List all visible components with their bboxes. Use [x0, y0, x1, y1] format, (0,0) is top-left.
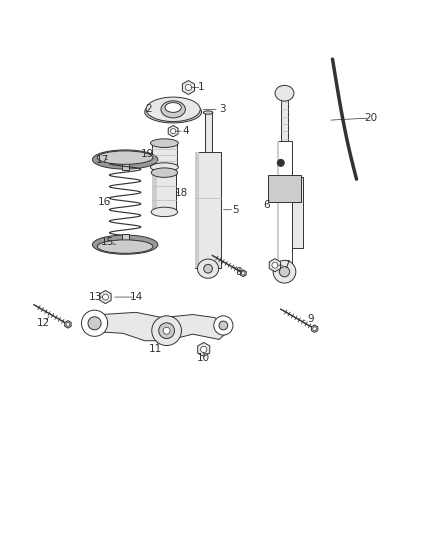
- Text: 20: 20: [364, 113, 378, 123]
- Circle shape: [313, 327, 317, 330]
- Bar: [122, 234, 129, 245]
- Text: 8: 8: [235, 266, 242, 277]
- Circle shape: [171, 128, 176, 134]
- Text: 18: 18: [175, 188, 188, 198]
- Circle shape: [152, 316, 181, 345]
- Bar: [268, 175, 301, 201]
- Text: 19: 19: [140, 149, 154, 159]
- Bar: [152, 173, 177, 212]
- Text: 5: 5: [232, 205, 239, 215]
- Polygon shape: [269, 259, 281, 272]
- Bar: [195, 152, 221, 268]
- Polygon shape: [311, 325, 318, 333]
- Ellipse shape: [151, 163, 178, 172]
- Ellipse shape: [275, 85, 294, 101]
- Polygon shape: [86, 312, 228, 341]
- Circle shape: [272, 262, 278, 268]
- Circle shape: [204, 264, 212, 273]
- Ellipse shape: [161, 101, 185, 118]
- Text: 2: 2: [145, 104, 152, 114]
- Text: 6: 6: [263, 200, 269, 211]
- Ellipse shape: [146, 97, 200, 122]
- Ellipse shape: [203, 111, 213, 114]
- Bar: [205, 112, 212, 152]
- Ellipse shape: [198, 259, 219, 278]
- Text: 4: 4: [182, 126, 189, 136]
- Text: 15: 15: [101, 238, 114, 247]
- Text: 1: 1: [198, 83, 205, 93]
- Circle shape: [185, 84, 191, 91]
- Circle shape: [66, 322, 70, 326]
- Circle shape: [241, 272, 245, 275]
- Bar: [152, 173, 157, 212]
- Ellipse shape: [92, 150, 158, 169]
- Polygon shape: [65, 321, 71, 328]
- Polygon shape: [168, 125, 178, 137]
- Ellipse shape: [97, 240, 153, 253]
- Text: 13: 13: [89, 292, 102, 302]
- Circle shape: [214, 316, 233, 335]
- Polygon shape: [240, 270, 246, 277]
- Bar: [195, 152, 199, 268]
- Ellipse shape: [165, 102, 181, 112]
- Bar: [281, 100, 288, 141]
- Circle shape: [159, 323, 174, 338]
- Bar: [277, 141, 279, 265]
- Circle shape: [279, 266, 290, 277]
- Ellipse shape: [97, 151, 153, 164]
- Ellipse shape: [151, 168, 178, 177]
- Bar: [152, 143, 177, 167]
- Circle shape: [163, 327, 170, 334]
- Bar: [122, 159, 129, 171]
- Ellipse shape: [145, 101, 201, 123]
- Text: 7: 7: [283, 260, 290, 270]
- Text: 14: 14: [129, 292, 143, 302]
- Text: 9: 9: [307, 314, 314, 324]
- Bar: [277, 141, 292, 265]
- Circle shape: [81, 310, 108, 336]
- Text: 11: 11: [149, 344, 162, 354]
- Circle shape: [88, 317, 101, 330]
- Ellipse shape: [92, 235, 158, 254]
- Polygon shape: [182, 80, 194, 94]
- Polygon shape: [198, 343, 210, 357]
- Text: 10: 10: [197, 353, 210, 363]
- Circle shape: [201, 346, 207, 353]
- Ellipse shape: [151, 139, 178, 148]
- Text: 12: 12: [37, 318, 50, 328]
- Circle shape: [219, 321, 228, 330]
- Circle shape: [273, 261, 296, 283]
- Text: 17: 17: [96, 155, 109, 165]
- Circle shape: [277, 159, 284, 166]
- Ellipse shape: [151, 207, 178, 216]
- Circle shape: [102, 294, 109, 300]
- Polygon shape: [100, 290, 111, 304]
- Text: 3: 3: [219, 104, 226, 114]
- Bar: [292, 177, 304, 248]
- Text: 16: 16: [98, 197, 111, 207]
